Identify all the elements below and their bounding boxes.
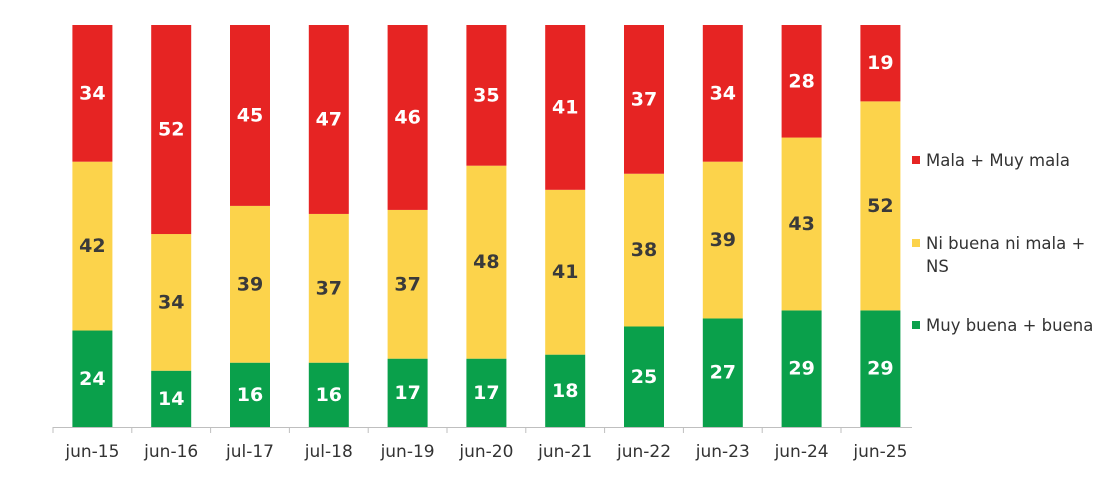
bar-segment xyxy=(387,358,428,427)
bar-segment xyxy=(860,101,901,311)
bar-segment xyxy=(72,330,113,427)
data-label: 43 xyxy=(788,213,814,235)
legend: Mala + Muy mala Ni buena ni mala + NS Muy … xyxy=(912,0,1107,492)
legend-label: Muy buena + buena xyxy=(926,316,1094,335)
legend-label: Mala + Muy mala xyxy=(926,151,1070,170)
legend-item: Muy buena + buena xyxy=(912,314,1101,337)
data-label: 19 xyxy=(867,52,893,74)
x-tick-label: jun-19 xyxy=(380,442,435,462)
data-label: 18 xyxy=(552,380,578,402)
data-label: 37 xyxy=(631,88,657,110)
data-label: 35 xyxy=(473,84,499,106)
data-label: 29 xyxy=(867,358,893,380)
bar-segment xyxy=(72,25,113,162)
data-label: 34 xyxy=(710,82,736,104)
legend-swatch xyxy=(912,156,920,164)
bar-segment xyxy=(308,362,349,427)
legend-swatch xyxy=(912,321,920,329)
bar-segment xyxy=(545,354,586,427)
x-tick-label: jul-18 xyxy=(304,442,353,462)
data-label: 16 xyxy=(237,384,263,406)
data-label: 41 xyxy=(552,96,578,118)
bar-segment xyxy=(387,25,428,210)
bar-segment xyxy=(702,161,743,319)
data-label: 17 xyxy=(473,382,499,404)
bar-segment xyxy=(781,137,822,311)
bar-segment xyxy=(230,25,270,206)
bar-segment xyxy=(860,25,901,102)
bar-segment xyxy=(230,362,270,427)
bar-segment xyxy=(72,161,113,331)
bar-segment xyxy=(151,25,192,235)
data-label: 47 xyxy=(316,108,342,130)
data-label: 34 xyxy=(158,291,184,313)
data-label: 14 xyxy=(158,388,184,410)
x-axis: jun-15 jun-16 jul-17 jul-18 jun-19 jun-20 jun-… xyxy=(52,427,912,462)
legend-label: Ni buena ni mala + NS xyxy=(926,234,1086,276)
x-tick-label: jun-24 xyxy=(774,442,829,462)
data-label: 37 xyxy=(316,277,342,299)
x-tick-label: jun-23 xyxy=(695,442,750,462)
data-label: 46 xyxy=(394,106,420,128)
x-tick-label: jun-25 xyxy=(852,442,907,462)
data-label: 39 xyxy=(710,229,736,251)
bar-segment xyxy=(624,173,664,327)
data-label: 25 xyxy=(631,366,657,388)
data-label: 37 xyxy=(394,273,420,295)
bar-segment xyxy=(545,189,586,355)
data-label: 48 xyxy=(473,251,499,273)
bar-segment xyxy=(151,370,192,427)
legend-swatch xyxy=(912,239,920,247)
bar-segment xyxy=(860,310,901,427)
bar-segment xyxy=(230,205,270,363)
x-tick-label: jun-21 xyxy=(537,442,592,462)
bar-segment xyxy=(387,209,428,359)
stacked-bar-chart: 24 42 34 14 34 52 16 39 45 16 37 47 17 37 46 17 48 35 18 41… xyxy=(52,25,912,462)
data-label: 16 xyxy=(316,384,342,406)
data-label: 41 xyxy=(552,261,578,283)
data-label: 27 xyxy=(710,362,736,384)
bars-group: 24 42 34 14 34 52 16 39 45 16 37 47 17 37 46 17 48 35 18 41… xyxy=(72,25,901,427)
bar-segment xyxy=(624,25,664,174)
x-tick-label: jul-17 xyxy=(225,442,274,462)
x-tick-label: jun-20 xyxy=(458,442,513,462)
bar-segment xyxy=(466,25,507,166)
data-label: 28 xyxy=(788,70,814,92)
bar-segment xyxy=(466,165,507,359)
data-label: 52 xyxy=(867,195,893,217)
bar-segment xyxy=(308,25,349,214)
data-label: 34 xyxy=(79,82,105,104)
legend-item: Mala + Muy mala xyxy=(912,149,1101,172)
x-tick-label: jun-15 xyxy=(64,442,119,462)
bar-segment xyxy=(781,310,822,427)
data-label: 29 xyxy=(788,358,814,380)
bar-segment xyxy=(151,234,192,371)
legend-item: Ni buena ni mala + NS xyxy=(912,232,1101,278)
bar-segment xyxy=(308,213,349,363)
data-label: 42 xyxy=(79,235,105,257)
x-tick-label: jun-16 xyxy=(143,442,198,462)
bar-segment xyxy=(466,358,507,427)
bar-segment xyxy=(545,25,586,190)
data-label: 38 xyxy=(631,239,657,261)
data-label: 52 xyxy=(158,119,184,141)
bar-segment xyxy=(702,318,743,427)
bar-segment xyxy=(624,326,664,427)
data-label: 45 xyxy=(237,104,263,126)
data-label: 17 xyxy=(394,382,420,404)
x-tick-label: jun-22 xyxy=(616,442,671,462)
data-label: 24 xyxy=(79,368,105,390)
bar-segment xyxy=(781,25,822,138)
bar-segment xyxy=(702,25,743,162)
data-label: 39 xyxy=(237,273,263,295)
